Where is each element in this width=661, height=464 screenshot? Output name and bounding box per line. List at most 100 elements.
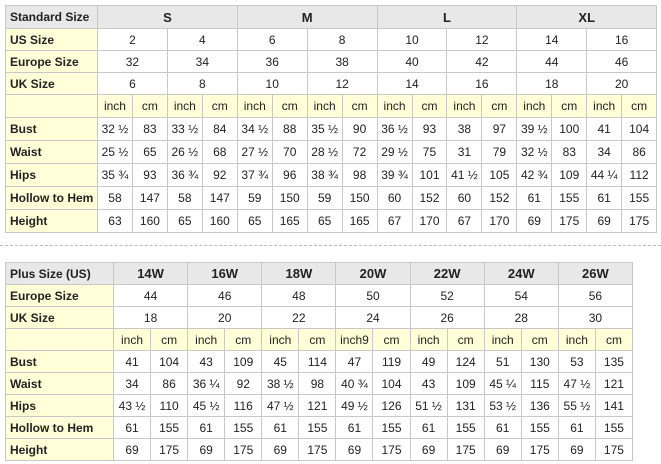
unit-label: cm	[411, 94, 448, 118]
measure-value: 97	[481, 117, 518, 141]
size-header: 26W	[557, 262, 633, 285]
size-header: 16W	[187, 262, 263, 285]
measure-value: 152	[411, 186, 448, 210]
measure-value: 65	[166, 209, 203, 233]
measure-value: 105	[481, 163, 518, 187]
measure-value: 38 ½	[261, 372, 300, 395]
row-label: Hips	[5, 394, 114, 417]
size-header: 20W	[335, 262, 411, 285]
measure-value: 147	[131, 186, 168, 210]
header-label: Plus Size (US)	[5, 262, 114, 285]
unit-label: cm	[298, 328, 337, 351]
unit-label: cm	[446, 328, 485, 351]
measure-value: 175	[224, 438, 263, 461]
measure-value: 115	[520, 372, 559, 395]
measure-value: 104	[621, 117, 658, 141]
measure-value: 68	[201, 140, 238, 164]
measure-value: 59	[236, 186, 273, 210]
measure-value: 160	[201, 209, 238, 233]
measure-value: 152	[481, 186, 518, 210]
measure-value: 116	[224, 394, 263, 417]
measure-value: 155	[621, 186, 658, 210]
measure-value: 61	[516, 186, 553, 210]
measure-value: 49	[409, 350, 448, 373]
blank-cell	[5, 328, 114, 351]
measure-value: 45 ½	[187, 394, 226, 417]
measure-value: 92	[201, 163, 238, 187]
size-value: 8	[166, 72, 238, 95]
measure-value: 170	[481, 209, 518, 233]
row-label: Bust	[5, 350, 114, 373]
unit-label: inch	[483, 328, 522, 351]
measure-value: 41	[586, 117, 623, 141]
size-header: L	[376, 5, 518, 29]
measure-value: 175	[298, 438, 337, 461]
measure-value: 60	[446, 186, 483, 210]
measure-value: 155	[150, 416, 189, 439]
size-value: 18	[112, 306, 189, 329]
measure-value: 51 ½	[409, 394, 448, 417]
unit-label: inch	[446, 94, 483, 118]
size-value: 54	[483, 284, 559, 307]
unit-label: inch	[409, 328, 448, 351]
size-value: 52	[409, 284, 485, 307]
unit-label: inch	[516, 94, 553, 118]
row-label: Hollow to Hem	[5, 186, 98, 210]
measure-value: 67	[376, 209, 413, 233]
measure-value: 175	[594, 438, 633, 461]
unit-label: inch9	[335, 328, 374, 351]
row-label: US Size	[5, 28, 98, 51]
measure-value: 83	[551, 140, 588, 164]
size-value: 24	[335, 306, 411, 329]
unit-label: cm	[551, 94, 588, 118]
measure-value: 43	[187, 350, 226, 373]
measure-value: 39 ¾	[376, 163, 413, 187]
row-label: Waist	[5, 372, 114, 395]
measure-value: 147	[201, 186, 238, 210]
row-label: Hollow to Hem	[5, 416, 114, 439]
measure-value: 33 ½	[166, 117, 203, 141]
measure-value: 155	[551, 186, 588, 210]
size-value: 46	[187, 284, 263, 307]
measure-value: 47 ½	[261, 394, 300, 417]
unit-label: inch	[187, 328, 226, 351]
size-value: 44	[516, 50, 588, 73]
measure-value: 98	[341, 163, 378, 187]
measure-value: 61	[335, 416, 374, 439]
measure-value: 47 ½	[557, 372, 596, 395]
size-header: 14W	[112, 262, 189, 285]
unit-label: cm	[131, 94, 168, 118]
measure-value: 42 ¾	[516, 163, 553, 187]
measure-value: 39 ½	[516, 117, 553, 141]
measure-value: 35 ½	[306, 117, 343, 141]
size-value: 16	[586, 28, 658, 51]
measure-value: 119	[372, 350, 411, 373]
separator	[0, 245, 661, 246]
unit-label: inch	[586, 94, 623, 118]
row-label: Bust	[5, 117, 98, 141]
measure-value: 98	[298, 372, 337, 395]
measure-value: 70	[271, 140, 308, 164]
measure-value: 36 ½	[376, 117, 413, 141]
measure-value: 175	[551, 209, 588, 233]
measure-value: 93	[411, 117, 448, 141]
measure-value: 61	[483, 416, 522, 439]
measure-value: 36 ¾	[166, 163, 203, 187]
measure-value: 40 ¾	[335, 372, 374, 395]
measure-value: 61	[557, 416, 596, 439]
size-value: 48	[261, 284, 337, 307]
unit-label: inch	[376, 94, 413, 118]
measure-value: 155	[520, 416, 559, 439]
size-value: 18	[516, 72, 588, 95]
unit-label: cm	[594, 328, 633, 351]
row-label: Height	[5, 438, 114, 461]
size-value: 34	[166, 50, 238, 73]
header-label: Standard Size	[5, 5, 98, 29]
measure-value: 124	[446, 350, 485, 373]
measure-value: 72	[341, 140, 378, 164]
size-value: 2	[97, 28, 168, 51]
measure-value: 101	[411, 163, 448, 187]
size-header: M	[236, 5, 378, 29]
measure-value: 65	[131, 140, 168, 164]
measure-value: 175	[372, 438, 411, 461]
